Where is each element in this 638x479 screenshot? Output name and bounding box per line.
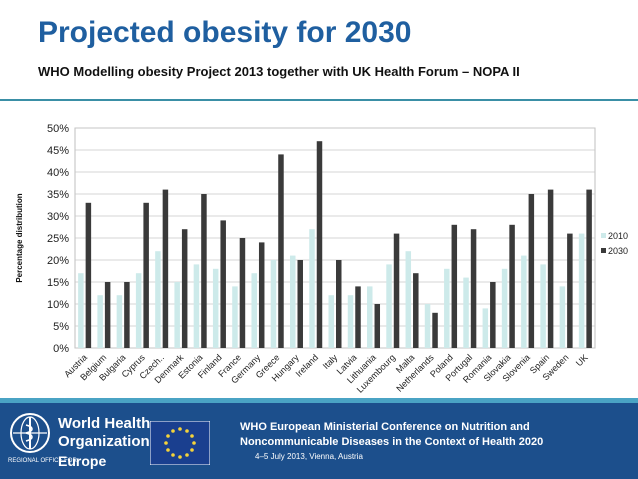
who-name-line1: World Health xyxy=(58,415,151,432)
y-tick-label: 10% xyxy=(47,299,69,311)
bar-2030-latvia xyxy=(355,286,361,348)
bar-2030-germany xyxy=(258,242,265,348)
footer-stripe xyxy=(0,398,638,403)
bar-2030-slovakia xyxy=(509,224,515,348)
bar-2030-estonia xyxy=(201,194,207,348)
header-divider xyxy=(0,99,638,101)
y-tick-label: 35% xyxy=(47,189,69,201)
y-tick-label: 30% xyxy=(47,211,69,223)
obesity-bar-chart: 0% 5% 10% 15% 20% 25% 30% 35% 40% 45% 50% Percentag… xyxy=(15,123,628,395)
y-axis-label: Percentage distribution xyxy=(15,193,24,282)
bar-2010-italy xyxy=(328,295,334,348)
bar-2030-luxembourg xyxy=(393,233,400,348)
eu-flag-icon xyxy=(150,421,210,465)
x-tick-label: UK xyxy=(574,352,590,368)
bar-2030-netherlands xyxy=(432,312,438,348)
bar-2030-belgium xyxy=(104,282,111,348)
bar-2010-slovenia xyxy=(521,255,527,348)
bar-2010-luxembourg xyxy=(386,264,392,348)
bar-2010-poland xyxy=(444,268,450,348)
bar-2030-slovenia xyxy=(528,194,535,348)
bar-2030-lithuania xyxy=(374,304,381,348)
legend-swatch-2030 xyxy=(601,248,606,253)
bar-2030-romania xyxy=(490,282,496,348)
who-europe-label: Europe xyxy=(58,453,107,469)
bar-2010-slovakia xyxy=(501,268,508,348)
legend-swatch-2010 xyxy=(601,233,606,238)
y-tick-label: 25% xyxy=(47,233,69,245)
bar-2030-hungary xyxy=(297,260,303,348)
bar-2010-uk xyxy=(578,233,585,348)
y-tick-label: 45% xyxy=(47,145,69,157)
bar-2030-austria xyxy=(85,202,92,348)
legend-label-2010: 2010 xyxy=(608,231,628,241)
bar-2010-ireland xyxy=(309,229,315,348)
bar-2010-cyprus xyxy=(135,273,142,348)
bar-2030-cyprus xyxy=(143,202,149,348)
bar-2030-italy xyxy=(336,260,342,348)
bar-2010-finland xyxy=(212,268,219,348)
bar-2010-romania xyxy=(482,308,489,348)
bar-2010-estonia xyxy=(193,264,200,348)
conference-title-line1: WHO European Ministerial Conference on N… xyxy=(240,421,530,433)
bar-2030-ireland xyxy=(316,141,323,348)
bar-2010-netherlands xyxy=(424,304,431,348)
y-tick-label: 50% xyxy=(47,123,69,135)
conference-date: 4–5 July 2013, Vienna, Austria xyxy=(255,452,363,461)
bar-2010-portugal xyxy=(463,277,469,348)
bar-2030-denmark xyxy=(181,229,188,348)
y-tick-label: 5% xyxy=(53,321,69,333)
bar-2010-sweden xyxy=(559,286,566,348)
footer-banner xyxy=(0,403,638,479)
bar-2030-sweden xyxy=(567,233,573,348)
bar-2030-greece xyxy=(278,154,284,348)
bar-2030-spain xyxy=(547,189,554,348)
who-emblem-icon xyxy=(10,413,50,453)
page-subtitle: WHO Modelling obesity Project 2013 toget… xyxy=(38,64,520,79)
y-tick-label: 40% xyxy=(47,167,69,179)
bar-2010-lithuania xyxy=(367,286,373,348)
conference-title-line2: Noncommunicable Diseases in the Context … xyxy=(240,436,544,448)
y-tick-label: 20% xyxy=(47,255,69,267)
bar-2010-austria xyxy=(78,273,84,348)
bar-2030-bulgaria xyxy=(124,282,130,348)
bar-2030-poland xyxy=(451,224,458,348)
bar-2010-germany xyxy=(251,273,257,348)
bar-2010-malta xyxy=(405,251,412,348)
bar-2010-spain xyxy=(540,264,546,348)
y-tick-label: 15% xyxy=(47,277,69,289)
who-name-line2: Organization xyxy=(58,433,150,450)
legend-label-2030: 2030 xyxy=(608,246,628,256)
bar-2030-malta xyxy=(413,273,419,348)
bar-2010-greece xyxy=(270,260,277,348)
bar-2030-finland xyxy=(220,220,226,348)
bar-2010-czech xyxy=(155,251,161,348)
bar-2010-latvia xyxy=(347,295,354,348)
bar-2030-france xyxy=(239,238,246,348)
bar-2010-denmark xyxy=(174,282,180,348)
who-region-label: REGIONAL OFFICE FOR xyxy=(8,458,77,464)
bar-2030-uk xyxy=(586,189,592,348)
page-title: Projected obesity for 2030 xyxy=(38,16,412,49)
bar-2030-portugal xyxy=(470,229,477,348)
y-tick-label: 0% xyxy=(53,343,69,355)
bar-2010-bulgaria xyxy=(116,295,123,348)
bar-2010-france xyxy=(232,286,238,348)
bar-2030-czech xyxy=(162,189,169,348)
bar-2010-belgium xyxy=(97,295,103,348)
bar-2010-hungary xyxy=(289,255,296,348)
